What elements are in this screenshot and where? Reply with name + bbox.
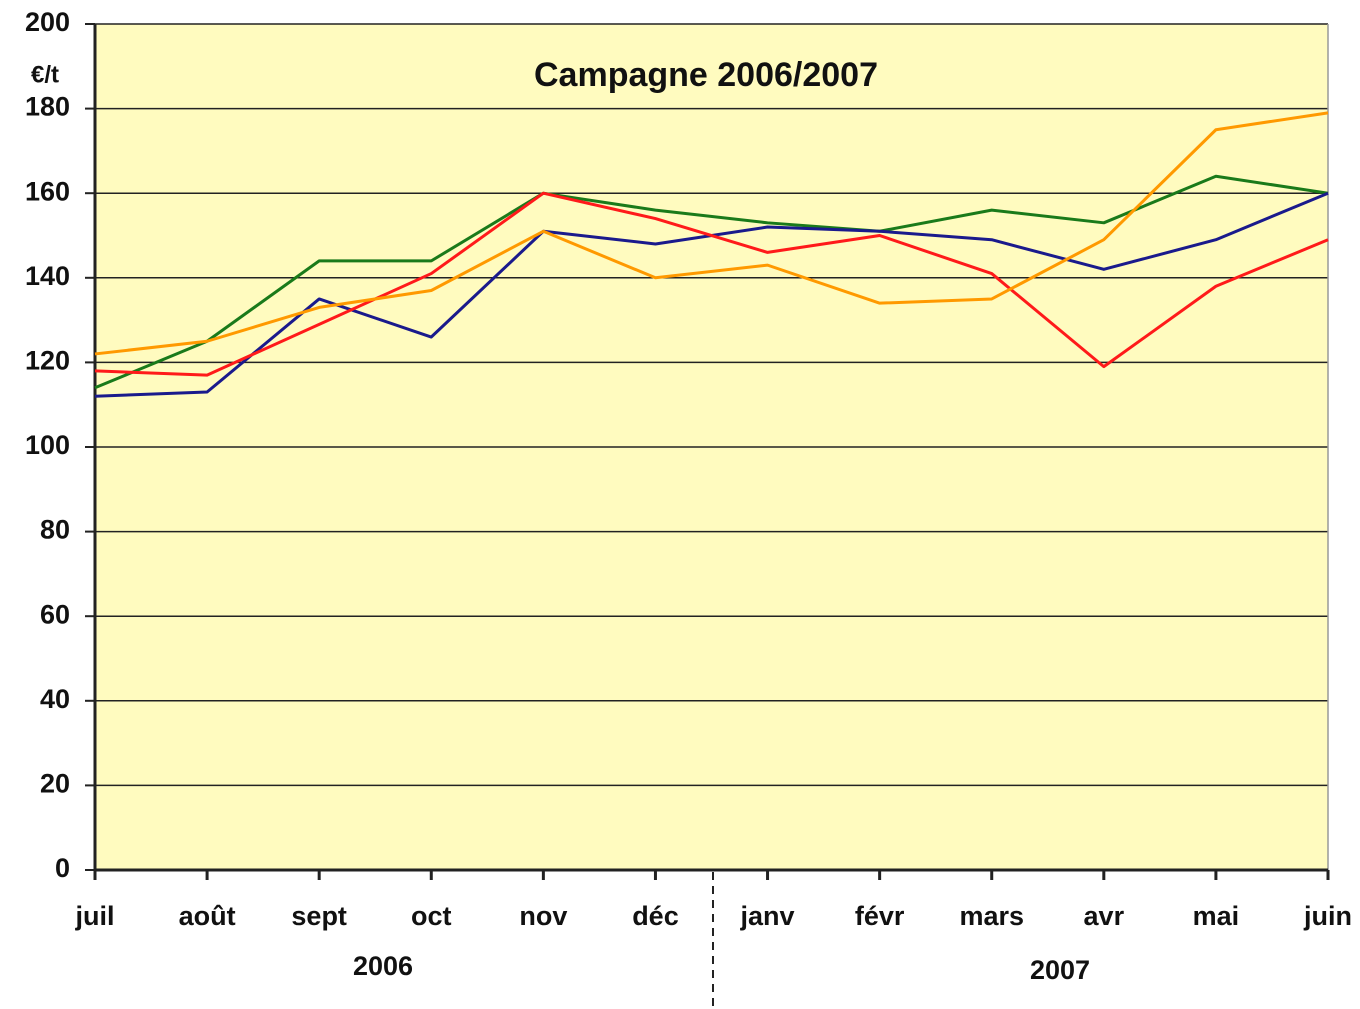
series-line bbox=[94, 191, 1329, 377]
x-tick-label: avr bbox=[1084, 901, 1125, 931]
x-tick-label: janv bbox=[740, 901, 795, 931]
x-tick-label: août bbox=[179, 901, 236, 931]
x-tick-label: mars bbox=[959, 901, 1024, 931]
year-label: 2007 bbox=[1030, 955, 1090, 985]
y-tick-label: 140 bbox=[25, 261, 70, 291]
y-tick-label: 120 bbox=[25, 346, 70, 376]
y-tick-label: 200 bbox=[25, 7, 70, 37]
y-tick-label: 80 bbox=[40, 515, 70, 545]
y-tick-label: 60 bbox=[40, 599, 70, 629]
chart-title: Campagne 2006/2007 bbox=[534, 56, 878, 94]
x-tick-label: mai bbox=[1193, 901, 1240, 931]
y-tick-label: 160 bbox=[25, 176, 70, 206]
x-tick-label: févr bbox=[855, 901, 905, 931]
y-tick-label: 180 bbox=[25, 92, 70, 122]
year-label: 2006 bbox=[353, 951, 413, 981]
y-tick-label: 20 bbox=[40, 769, 70, 799]
x-tick-label: nov bbox=[519, 901, 567, 931]
x-tick-label: déc bbox=[632, 901, 679, 931]
x-tick-label: juil bbox=[75, 901, 115, 931]
series-line bbox=[94, 174, 1329, 390]
y-tick-label: 40 bbox=[40, 684, 70, 714]
y-axis-label: €/t bbox=[31, 61, 59, 88]
x-tick-label: oct bbox=[411, 901, 452, 931]
x-tick-label: juin bbox=[1303, 901, 1352, 931]
series-line bbox=[94, 111, 1329, 356]
y-tick-label: 0 bbox=[55, 853, 70, 883]
x-tick-label: sept bbox=[291, 901, 347, 931]
y-tick-label: 100 bbox=[25, 430, 70, 460]
